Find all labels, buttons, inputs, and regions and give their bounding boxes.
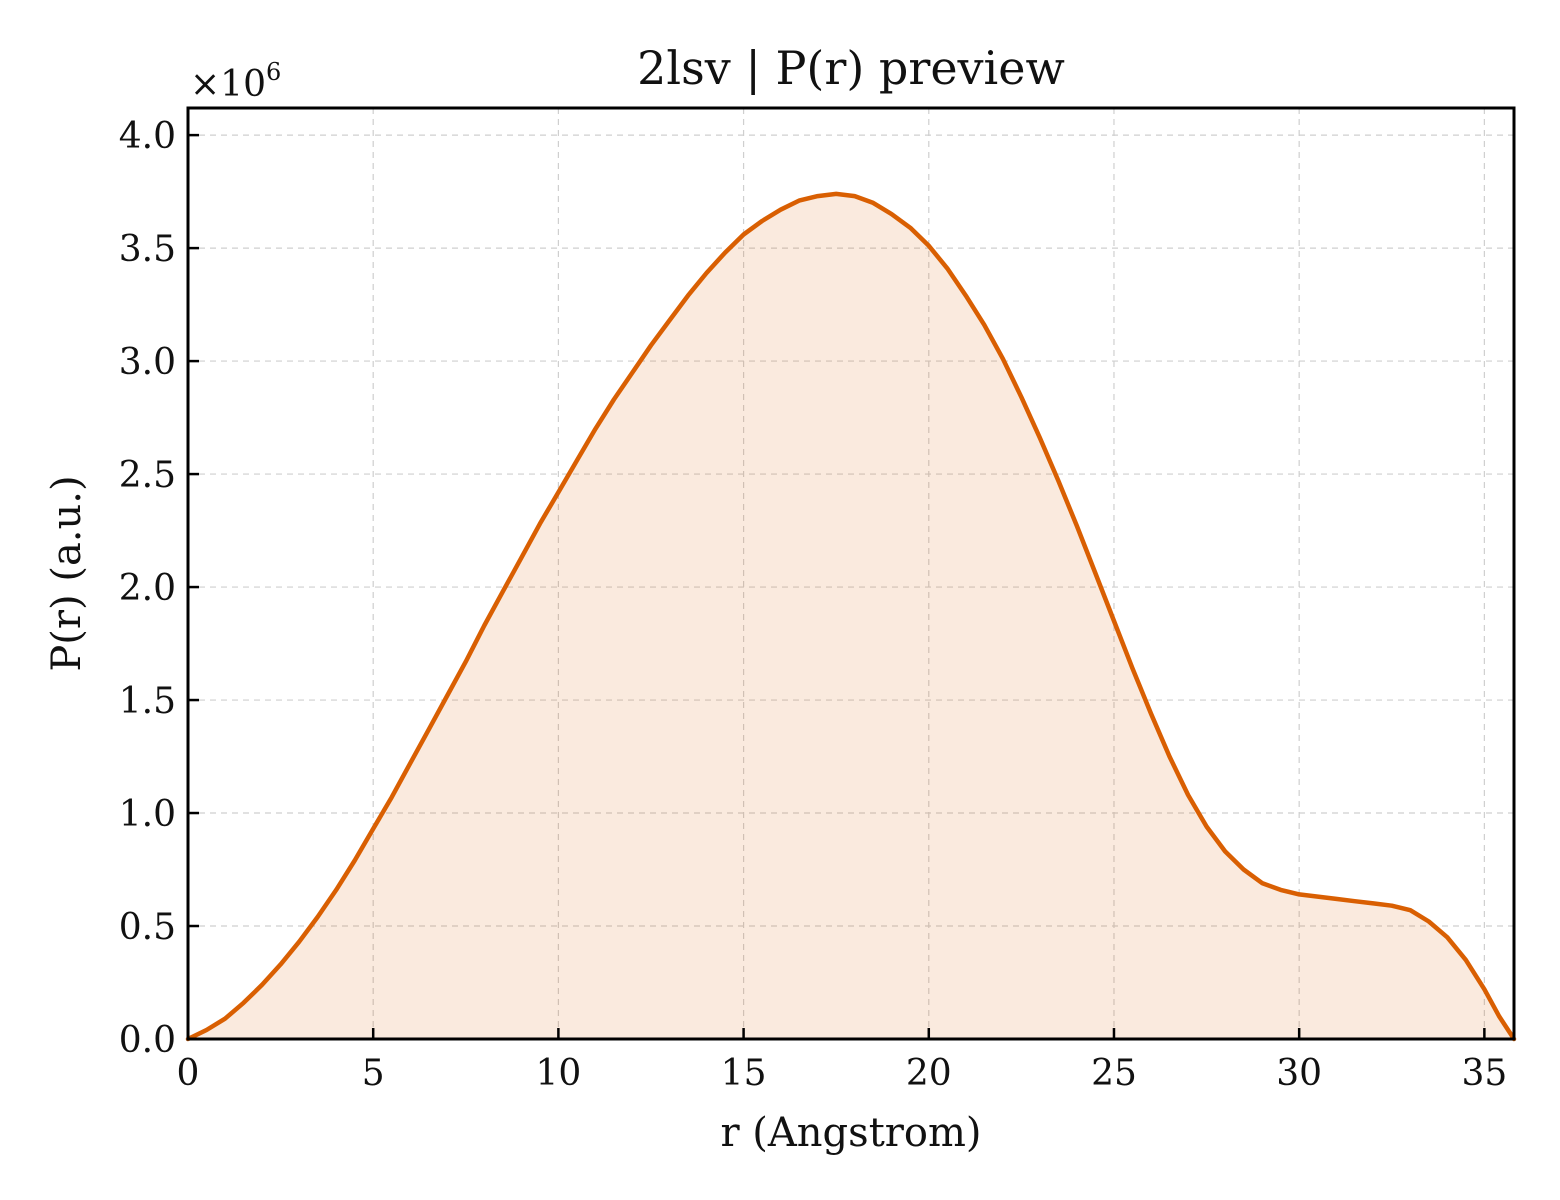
plot-frame bbox=[186, 106, 1516, 1041]
y-offset-exponent: 6 bbox=[266, 58, 281, 86]
y-tick-label: 1.0 bbox=[119, 794, 176, 835]
y-tick-label: 3.0 bbox=[119, 342, 176, 383]
x-tick-label: 35 bbox=[1461, 1053, 1507, 1094]
y-tick-label: 1.5 bbox=[119, 681, 176, 722]
y-axis-label: P(r) (a.u.) bbox=[44, 475, 90, 671]
y-offset-label: ×106 bbox=[190, 58, 281, 105]
y-tick-label: 0.5 bbox=[119, 907, 176, 948]
x-tick-label: 10 bbox=[535, 1053, 581, 1094]
y-tick-label: 2.5 bbox=[119, 455, 176, 496]
pr-line bbox=[185, 191, 1517, 1042]
x-tick-label: 15 bbox=[721, 1053, 767, 1094]
x-axis-label: r (Angstrom) bbox=[720, 1110, 981, 1156]
x-tick-label: 0 bbox=[177, 1053, 200, 1094]
y-tick-label: 3.5 bbox=[119, 229, 176, 270]
y-tick-label: 0.0 bbox=[119, 1020, 176, 1061]
x-tick-label: 30 bbox=[1276, 1053, 1322, 1094]
x-tick-label: 20 bbox=[906, 1053, 952, 1094]
pr-area-fill bbox=[188, 193, 1514, 1039]
y-offset-base: ×10 bbox=[190, 64, 266, 105]
x-tick-label: 25 bbox=[1091, 1053, 1137, 1094]
chart-title: 2lsv | P(r) preview bbox=[637, 41, 1065, 95]
y-tick-label: 4.0 bbox=[119, 116, 176, 157]
x-tick-label: 5 bbox=[362, 1053, 385, 1094]
axis-tick-labels: 0 5 10 15 20 25 30 35 0.0 0.5 1.0 1.5 2.0 2.5 3.0 3.5 4.… bbox=[119, 116, 1508, 1094]
y-tick-label: 2.0 bbox=[119, 568, 176, 609]
